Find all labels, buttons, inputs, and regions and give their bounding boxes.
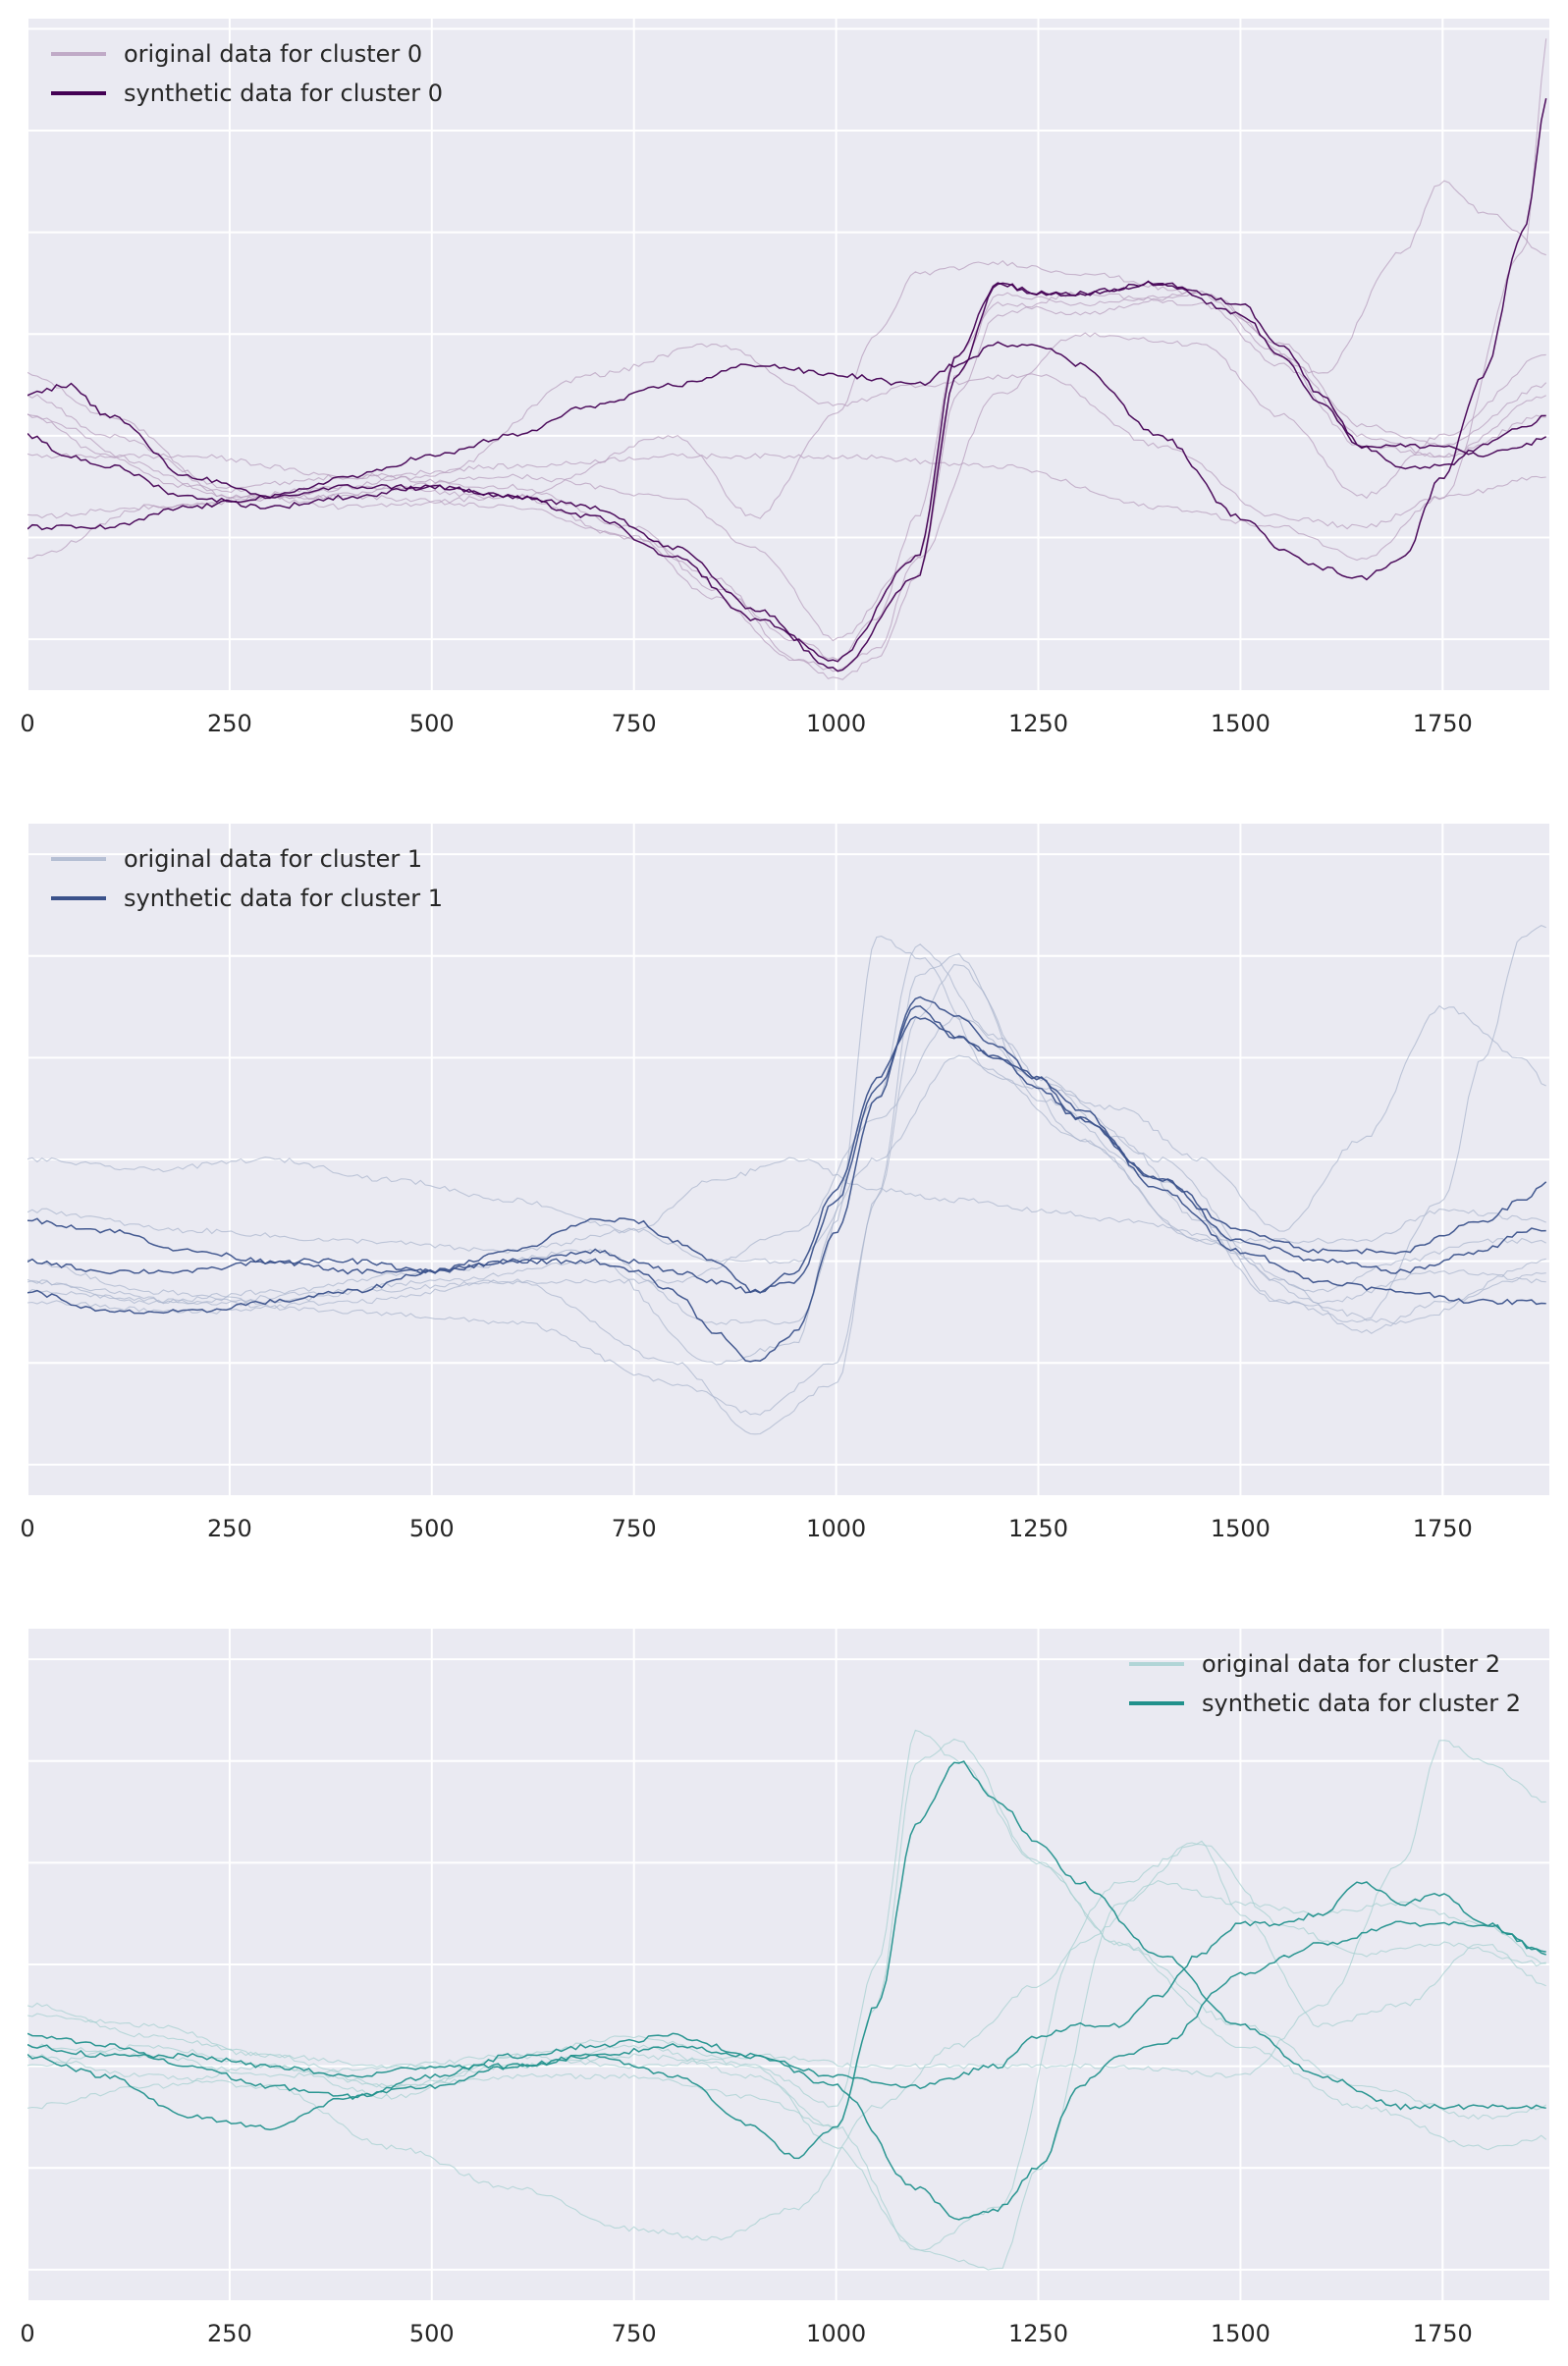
- x-tick-label: 1500: [1211, 2320, 1271, 2347]
- synthetic-series-line: [27, 280, 1547, 663]
- x-tick-label: 1750: [1413, 2320, 1473, 2347]
- x-tick-label: 0: [20, 2320, 34, 2347]
- legend-label: synthetic data for cluster 0: [124, 80, 443, 107]
- x-tick-label: 1500: [1211, 1515, 1271, 1542]
- synthetic-series-line: [27, 1881, 1546, 2090]
- x-tick-label: 0: [20, 710, 34, 737]
- original-series-line: [27, 952, 1546, 1435]
- x-tick-label: 1000: [806, 2320, 866, 2347]
- legend: original data for cluster 0 synthetic dat…: [51, 40, 443, 107]
- x-tick-label: 1250: [1008, 710, 1068, 737]
- chart-panel-cluster-1: 0 250 500 750 1000 1250 1500 1750 original data …: [20, 824, 1549, 1542]
- synthetic-series-line: [27, 98, 1547, 581]
- chart-panel-cluster-2: 0 250 500 750 1000 1250 1500 1750 original data …: [20, 1629, 1549, 2347]
- series-group: [27, 1729, 1547, 2271]
- synthetic-series-line: [27, 1005, 1547, 1294]
- synthetic-series-line: [27, 1920, 1546, 2221]
- x-tick-label: 1000: [806, 710, 866, 737]
- original-series-line: [27, 332, 1546, 642]
- chart-panel-cluster-0: 0 250 500 750 1000 1250 1500 1750 original data …: [20, 19, 1549, 737]
- plot-area: [27, 19, 1549, 690]
- original-series-line: [27, 290, 1547, 661]
- x-tick-label: 250: [207, 1515, 252, 1542]
- original-series-line: [27, 964, 1546, 1416]
- original-series-line: [27, 1740, 1546, 2078]
- x-tick-label: 1750: [1413, 1515, 1473, 1542]
- original-series-line: [27, 1738, 1547, 2151]
- synthetic-series-line: [27, 1015, 1546, 1315]
- legend: original data for cluster 1 synthetic dat…: [51, 845, 443, 912]
- x-tick-label: 1500: [1211, 710, 1271, 737]
- x-tick-label: 250: [207, 710, 252, 737]
- legend-label: original data for cluster 1: [124, 845, 422, 873]
- legend-label: synthetic data for cluster 1: [124, 885, 443, 912]
- x-tick-label: 250: [207, 2320, 252, 2347]
- x-tick-label: 1250: [1008, 1515, 1068, 1542]
- original-series-line: [27, 180, 1546, 519]
- x-tick-label: 500: [409, 710, 455, 737]
- legend-label: original data for cluster 2: [1202, 1650, 1500, 1678]
- x-tick-label: 750: [612, 710, 657, 737]
- x-tick-label: 750: [612, 1515, 657, 1542]
- original-series-line: [27, 1156, 1546, 1254]
- original-series-line: [27, 291, 1546, 680]
- legend: original data for cluster 2 synthetic dat…: [1129, 1650, 1521, 1717]
- x-tick-label: 1250: [1008, 2320, 1068, 2347]
- legend-label: synthetic data for cluster 2: [1202, 1690, 1521, 1717]
- synthetic-series-line: [27, 281, 1546, 672]
- original-series-line: [27, 1843, 1546, 2271]
- x-tick-label: 500: [409, 1515, 455, 1542]
- original-series-line: [27, 1879, 1546, 2251]
- series-group: [27, 38, 1547, 680]
- x-tick-label: 750: [612, 2320, 657, 2347]
- original-series-line: [27, 936, 1546, 1366]
- x-tick-label: 1000: [806, 1515, 866, 1542]
- series-group: [27, 924, 1547, 1435]
- synthetic-series-line: [27, 1760, 1546, 2160]
- original-series-line: [27, 943, 1546, 1325]
- legend-label: original data for cluster 0: [124, 40, 422, 68]
- original-series-line: [27, 1840, 1546, 2241]
- x-tick-label: 0: [20, 1515, 34, 1542]
- original-series-line: [27, 924, 1546, 1323]
- x-tick-label: 1750: [1413, 710, 1473, 737]
- original-series-line: [27, 38, 1547, 562]
- original-series-line: [27, 1004, 1546, 1264]
- x-tick-label: 500: [409, 2320, 455, 2347]
